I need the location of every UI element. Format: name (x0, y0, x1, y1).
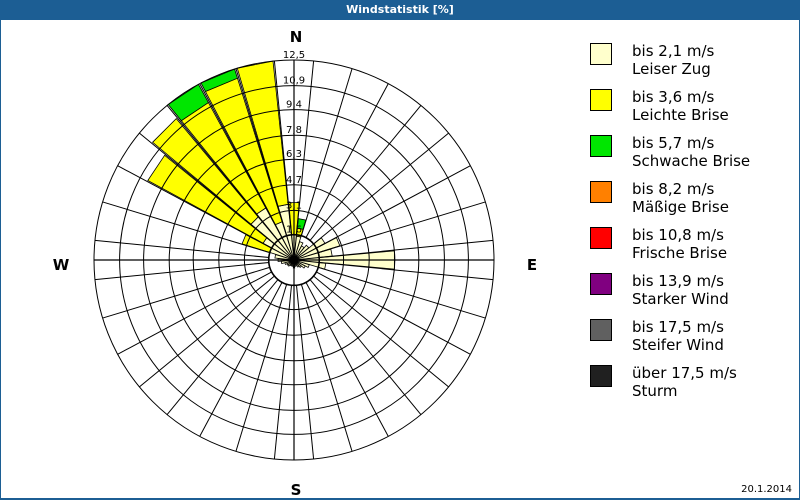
ring-label: 4,7 (286, 175, 302, 186)
ring-label: 9,4 (286, 100, 302, 111)
ring-label: 3,1 (286, 200, 302, 211)
legend-item-leiser-zug: bis 2,1 m/s Leiser Zug (590, 42, 790, 88)
compass-east: E (527, 256, 537, 274)
legend-range: bis 17,5 m/s (632, 318, 724, 336)
ring-label: 6,3 (286, 149, 302, 160)
chart-title: Windstatistik [%] (0, 0, 800, 20)
legend-item-leichte-brise: bis 3,6 m/s Leichte Brise (590, 88, 790, 134)
legend-range: bis 13,9 m/s (632, 272, 724, 290)
legend-label: Sturm (632, 382, 678, 400)
legend-label: Mäßige Brise (632, 198, 729, 216)
legend-label: Leiser Zug (632, 60, 711, 78)
legend-item-steifer-wind: bis 17,5 m/s Steifer Wind (590, 318, 790, 364)
compass-north: N (290, 28, 303, 46)
legend-swatch (590, 89, 612, 111)
legend-range: bis 5,7 m/s (632, 134, 715, 152)
legend-label: Schwache Brise (632, 152, 751, 170)
legend-swatch (590, 181, 612, 203)
legend: bis 2,1 m/s Leiser Zug bis 3,6 m/s Leichte… (590, 42, 790, 410)
legend-range: über 17,5 m/s (632, 364, 737, 382)
legend-swatch (590, 135, 612, 157)
legend-swatch (590, 43, 612, 65)
polar-grid (93, 59, 495, 461)
wind-rose-chart: 1,6 3,1 4,7 6,3 7,8 9,4 10,9 12,5 N E S W (53, 28, 537, 499)
ring-label: 1,6 (286, 224, 302, 235)
legend-item-maessige-brise: bis 8,2 m/s Mäßige Brise (590, 180, 790, 226)
ring-label: 10,9 (283, 76, 305, 87)
ring-labels: 1,6 3,1 4,7 6,3 7,8 9,4 10,9 12,5 (283, 50, 305, 235)
compass-west: W (53, 256, 70, 274)
legend-swatch (590, 273, 612, 295)
legend-range: bis 3,6 m/s (632, 88, 715, 106)
legend-label: Steifer Wind (632, 336, 724, 354)
ring-label: 12,5 (283, 50, 305, 61)
legend-range: bis 2,1 m/s (632, 42, 715, 60)
legend-item-starker-wind: bis 13,9 m/s Starker Wind (590, 272, 790, 318)
chart-date: 20.1.2014 (741, 484, 792, 495)
legend-swatch (590, 365, 612, 387)
legend-item-schwache-brise: bis 5,7 m/s Schwache Brise (590, 134, 790, 180)
compass-south: S (291, 481, 302, 499)
legend-label: Leichte Brise (632, 106, 729, 124)
legend-label: Starker Wind (632, 290, 729, 308)
bottom-border (0, 498, 800, 500)
ring-label: 7,8 (286, 125, 302, 136)
legend-item-frische-brise: bis 10,8 m/s Frische Brise (590, 226, 790, 272)
legend-swatch (590, 319, 612, 341)
legend-label: Frische Brise (632, 244, 728, 262)
legend-swatch (590, 227, 612, 249)
legend-item-sturm: über 17,5 m/s Sturm (590, 364, 790, 410)
legend-range: bis 10,8 m/s (632, 226, 724, 244)
petal-segment (147, 154, 268, 244)
legend-range: bis 8,2 m/s (632, 180, 715, 198)
petal-segment (151, 117, 259, 225)
